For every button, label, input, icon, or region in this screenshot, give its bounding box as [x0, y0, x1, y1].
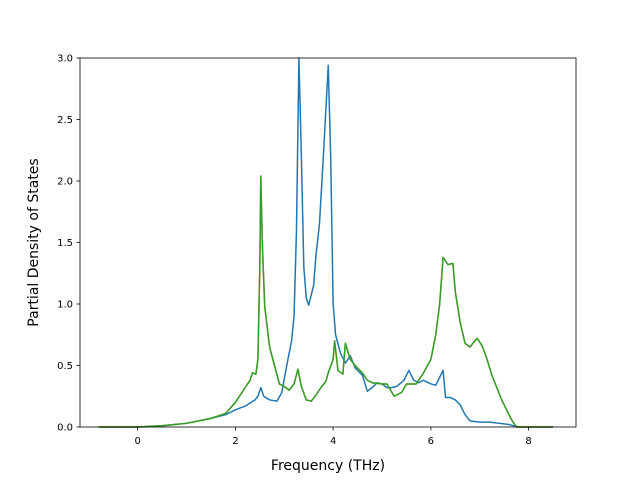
x-tick-label: 4: [330, 436, 336, 447]
x-tick-label: 8: [525, 436, 531, 447]
y-axis-ticks: 0.0 0.5 1.0 1.5 2.0 2.5 3.0: [57, 54, 80, 434]
y-tick-label: 0.5: [57, 361, 73, 372]
x-tick-label: 2: [232, 436, 238, 447]
y-tick-label: 1.0: [57, 300, 73, 311]
x-axis-ticks: 0 2 4 6 8: [134, 427, 532, 447]
y-tick-label: 2.5: [57, 115, 73, 126]
series-layer: [98, 57, 554, 428]
y-tick-label: 3.0: [57, 54, 73, 65]
y-axis-title: Partial Density of States: [26, 158, 42, 326]
y-tick-label: 1.5: [57, 238, 73, 249]
x-tick-label: 6: [428, 436, 434, 447]
series-line-1: [98, 57, 554, 428]
x-axis-title: Frequency (THz): [271, 458, 385, 474]
y-tick-label: 2.0: [57, 177, 73, 188]
y-tick-label: 0.0: [57, 423, 73, 434]
x-tick-label: 0: [134, 436, 140, 447]
series-line-3: [98, 175, 554, 428]
